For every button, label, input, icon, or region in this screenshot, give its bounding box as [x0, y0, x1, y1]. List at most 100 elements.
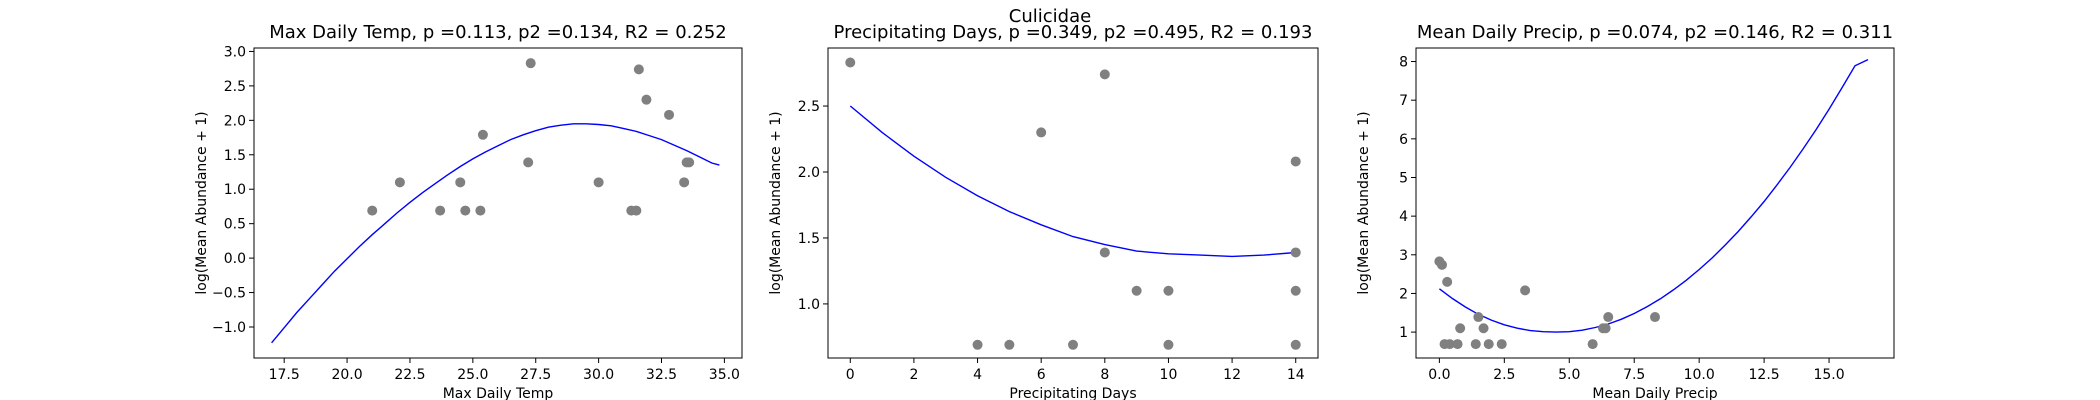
- mean-daily-precip-y-tick-label: 5: [1399, 170, 1408, 186]
- precipitating-days-x-tick-label: 2: [909, 367, 918, 383]
- temperature-y-tick-label: 1.0: [224, 182, 246, 198]
- figure-suptitle: Culicidae: [1009, 6, 1091, 27]
- precipitating-days-axes-frame: [827, 47, 1319, 359]
- precipitating-days-x-tick-label: 14: [1287, 367, 1305, 383]
- precipitating-days-data-point: [1163, 339, 1174, 350]
- temperature-y-axis-label: log(Mean Abundance + 1): [194, 111, 210, 294]
- temperature-y-tick-label: −0.5: [212, 286, 246, 302]
- mean-daily-precip-x-axis-label: Mean Daily Precip: [1592, 386, 1717, 400]
- mean-daily-precip-y-tick-label: 8: [1399, 55, 1408, 71]
- precipitating-days-panel: Precipitating Days, p =0.349, p2 =0.495,…: [768, 22, 1319, 400]
- temperature-fit-curve: [271, 123, 720, 344]
- temperature-data-point: [460, 205, 471, 216]
- mean-daily-precip-data-point: [1436, 259, 1447, 270]
- precipitating-days-x-tick-label: 8: [1100, 367, 1109, 383]
- mean-daily-precip-y-tick-label: 3: [1399, 248, 1408, 264]
- mean-daily-precip-x-tick-label: 5.0: [1558, 367, 1580, 383]
- temperature-y-tick-label: 0.5: [224, 217, 246, 233]
- precipitating-days-data-point: [1290, 156, 1301, 167]
- precipitating-days-y-tick-label: 2.5: [798, 99, 820, 115]
- precipitating-days-y-axis-label: log(Mean Abundance + 1): [768, 111, 784, 294]
- precipitating-days-data-point: [1163, 285, 1174, 296]
- precipitating-days-chart-title: Precipitating Days, p =0.349, p2 =0.495,…: [834, 22, 1313, 43]
- precipitating-days-data-point: [1131, 285, 1142, 296]
- temperature-y-tick-label: 0.0: [224, 251, 246, 267]
- precipitating-days-data-point: [1290, 339, 1301, 350]
- mean-daily-precip-data-point: [1650, 312, 1660, 323]
- precipitating-days-y-tick-label: 2.0: [798, 165, 820, 181]
- temperature-x-tick-label: 30.0: [583, 367, 614, 383]
- mean-daily-precip-y-tick-label: 6: [1399, 132, 1408, 148]
- temperature-y-tick-label: 2.5: [224, 79, 246, 95]
- temperature-data-point: [523, 157, 534, 168]
- temperature-x-tick-label: 25.0: [457, 367, 488, 383]
- temperature-axes-frame: [253, 47, 743, 359]
- mean-daily-precip-data-point: [1587, 339, 1598, 350]
- temperature-data-point: [475, 205, 486, 216]
- mean-daily-precip-fit-curve: [1438, 58, 1869, 333]
- temperature-data-point: [679, 177, 690, 188]
- temperature-y-tick-label: 3.0: [224, 44, 246, 60]
- mean-daily-precip-chart-title: Mean Daily Precip, p =0.074, p2 =0.146, …: [1417, 22, 1893, 43]
- mean-daily-precip-data-point: [1470, 339, 1481, 350]
- precipitating-days-x-tick-label: 4: [973, 367, 982, 383]
- mean-daily-precip-y-tick-label: 2: [1399, 286, 1408, 302]
- temperature-y-tick-label: 2.0: [224, 113, 246, 129]
- mean-daily-precip-data-point: [1496, 339, 1507, 350]
- temperature-panel: Max Daily Temp, p =0.113, p2 =0.134, R2 …: [194, 22, 743, 400]
- temperature-data-point: [664, 109, 675, 120]
- precipitating-days-x-axis-label: Precipitating Days: [1009, 386, 1136, 400]
- temperature-chart-title: Max Daily Temp, p =0.113, p2 =0.134, R2 …: [269, 22, 727, 43]
- mean-daily-precip-data-point: [1600, 323, 1611, 334]
- temperature-x-tick-label: 17.5: [269, 367, 300, 383]
- mean-daily-precip-data-point: [1442, 276, 1453, 287]
- temperature-data-point: [367, 205, 378, 216]
- mean-daily-precip-panel: Mean Daily Precip, p =0.074, p2 =0.146, …: [1356, 22, 1895, 400]
- mean-daily-precip-data-point: [1473, 312, 1484, 323]
- mean-daily-precip-data-point: [1455, 323, 1466, 334]
- precipitating-days-data-point: [845, 57, 856, 68]
- temperature-data-point: [477, 129, 488, 140]
- precipitating-days-fit-curve: [849, 105, 1296, 258]
- temperature-data-point: [435, 205, 446, 216]
- mean-daily-precip-data-point: [1452, 339, 1463, 350]
- mean-daily-precip-y-axis-label: log(Mean Abundance + 1): [1356, 111, 1372, 294]
- mean-daily-precip-x-tick-label: 2.5: [1493, 367, 1515, 383]
- temperature-x-tick-label: 20.0: [331, 367, 362, 383]
- temperature-data-point: [633, 64, 644, 75]
- temperature-data-point: [631, 205, 642, 216]
- temperature-x-tick-label: 35.0: [709, 367, 740, 383]
- mean-daily-precip-axes-frame: [1415, 47, 1895, 359]
- precipitating-days-data-point: [1099, 69, 1110, 80]
- mean-daily-precip-x-tick-label: 7.5: [1623, 367, 1645, 383]
- precipitating-days-data-point: [1004, 339, 1015, 350]
- temperature-x-tick-label: 27.5: [520, 367, 551, 383]
- mean-daily-precip-x-tick-label: 10.0: [1684, 367, 1715, 383]
- mean-daily-precip-data-point: [1520, 285, 1531, 296]
- temperature-data-point: [593, 177, 604, 188]
- temperature-x-tick-label: 32.5: [646, 367, 677, 383]
- precipitating-days-data-point: [1099, 247, 1110, 258]
- precipitating-days-x-tick-label: 6: [1037, 367, 1046, 383]
- mean-daily-precip-data-point: [1444, 339, 1455, 350]
- temperature-data-point: [525, 58, 536, 69]
- precipitating-days-y-tick-label: 1.5: [798, 231, 820, 247]
- precipitating-days-x-tick-label: 0: [846, 367, 855, 383]
- precipitating-days-data-point: [1068, 339, 1078, 350]
- precipitating-days-data-point: [972, 339, 983, 350]
- temperature-data-point: [684, 157, 695, 168]
- mean-daily-precip-data-point: [1478, 323, 1489, 334]
- mean-daily-precip-data-point: [1603, 312, 1614, 323]
- precipitating-days-x-tick-label: 12: [1223, 367, 1241, 383]
- temperature-data-point: [394, 177, 405, 188]
- mean-daily-precip-y-tick-label: 4: [1399, 209, 1408, 225]
- mean-daily-precip-x-tick-label: 12.5: [1749, 367, 1780, 383]
- mean-daily-precip-x-tick-label: 15.0: [1813, 367, 1844, 383]
- mean-daily-precip-y-tick-label: 1: [1399, 325, 1408, 341]
- precipitating-days-x-tick-label: 10: [1160, 367, 1178, 383]
- precipitating-days-data-point: [1290, 285, 1301, 296]
- temperature-x-tick-label: 22.5: [394, 367, 425, 383]
- mean-daily-precip-x-tick-label: 0.0: [1428, 367, 1450, 383]
